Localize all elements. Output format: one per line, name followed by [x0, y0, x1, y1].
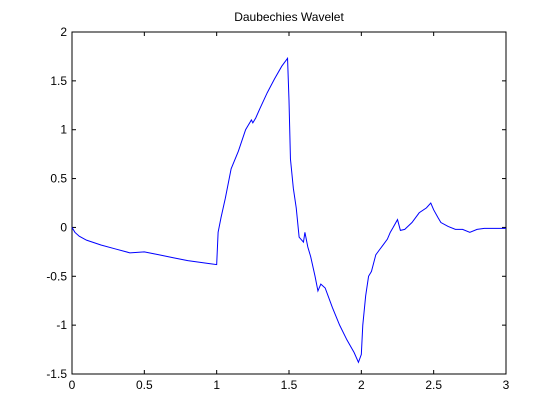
x-tick-label: 2.5 — [425, 378, 442, 392]
y-tick-label: 0 — [60, 220, 67, 234]
x-tick-label: 0.5 — [136, 378, 153, 392]
x-tick-label: 1 — [213, 378, 220, 392]
y-tick-label: 1.5 — [50, 74, 67, 88]
x-tick-label: 0 — [69, 378, 76, 392]
tick-layer: 0 0.5 1 1.5 2 2.5 3 -1.5 -1 -0.5 0 0.5 1 1.5 2 — [46, 25, 509, 392]
y-tick-label: 1 — [60, 123, 67, 137]
x-tick-label: 1.5 — [281, 378, 298, 392]
y-tick-label: -1.5 — [46, 367, 67, 381]
y-tick-label: -1 — [56, 318, 67, 332]
y-tick-label: 2 — [60, 25, 67, 39]
x-tick-label: 3 — [503, 378, 510, 392]
chart-title: Daubechies Wavelet — [234, 10, 344, 24]
y-tick-label: 0.5 — [50, 172, 67, 186]
plot-area — [71, 31, 507, 375]
y-tick-label: -0.5 — [46, 269, 67, 283]
x-tick-label: 2 — [358, 378, 365, 392]
data-series-line — [71, 56, 506, 364]
